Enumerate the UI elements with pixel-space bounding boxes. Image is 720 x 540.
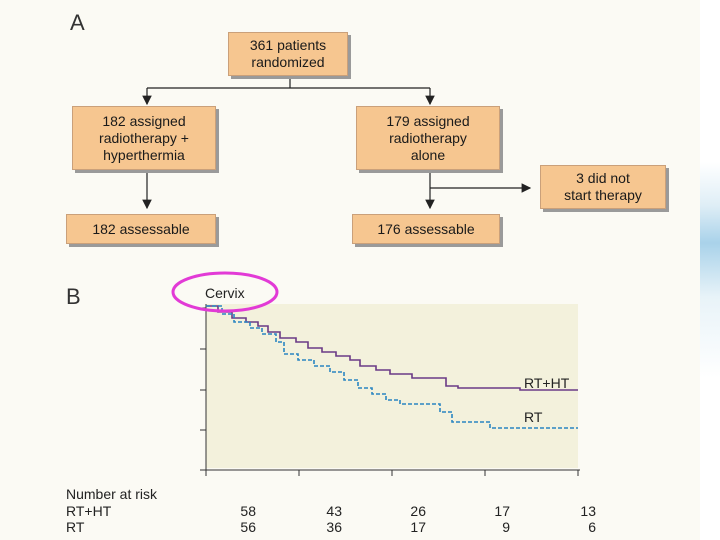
rt-ht-series-label: RT+HT [524, 375, 570, 391]
risk-value: 26 [410, 503, 426, 519]
not-started-box: 3 did not start therapy [540, 165, 666, 209]
risk-value: 43 [326, 503, 342, 519]
decorative-edge [700, 0, 720, 540]
risk-value: 6 [588, 519, 596, 535]
panel-a-letter: A [70, 10, 85, 35]
cervix-title: Cervix [205, 285, 245, 301]
risk-row-label-rt: RT [66, 519, 85, 535]
panel-b-letter: B [66, 284, 81, 309]
risk-value: 58 [240, 503, 256, 519]
risk-value: 17 [494, 503, 510, 519]
risk-table-header: Number at risk [66, 486, 158, 502]
risk-row-label-rt-ht: RT+HT [66, 503, 112, 519]
rt-ht-assessable-box: 182 assessable [66, 214, 216, 244]
rt-curve [206, 305, 578, 429]
risk-value: 56 [240, 519, 256, 535]
rt-ht-assigned-box: 182 assigned radiotherapy + hyperthermia [72, 106, 216, 170]
rt-assessable-box: 176 assessable [352, 214, 500, 244]
risk-value: 17 [410, 519, 426, 535]
cervix-highlight-circle [171, 271, 279, 313]
flowchart-arrows [142, 78, 532, 210]
risk-value: 9 [502, 519, 510, 535]
risk-value: 36 [326, 519, 342, 535]
rt-series-label: RT [524, 409, 543, 425]
randomized-box: 361 patients randomized [228, 32, 348, 76]
rt-assigned-box: 179 assigned radiotherapy alone [356, 106, 500, 170]
risk-value: 13 [580, 503, 596, 519]
